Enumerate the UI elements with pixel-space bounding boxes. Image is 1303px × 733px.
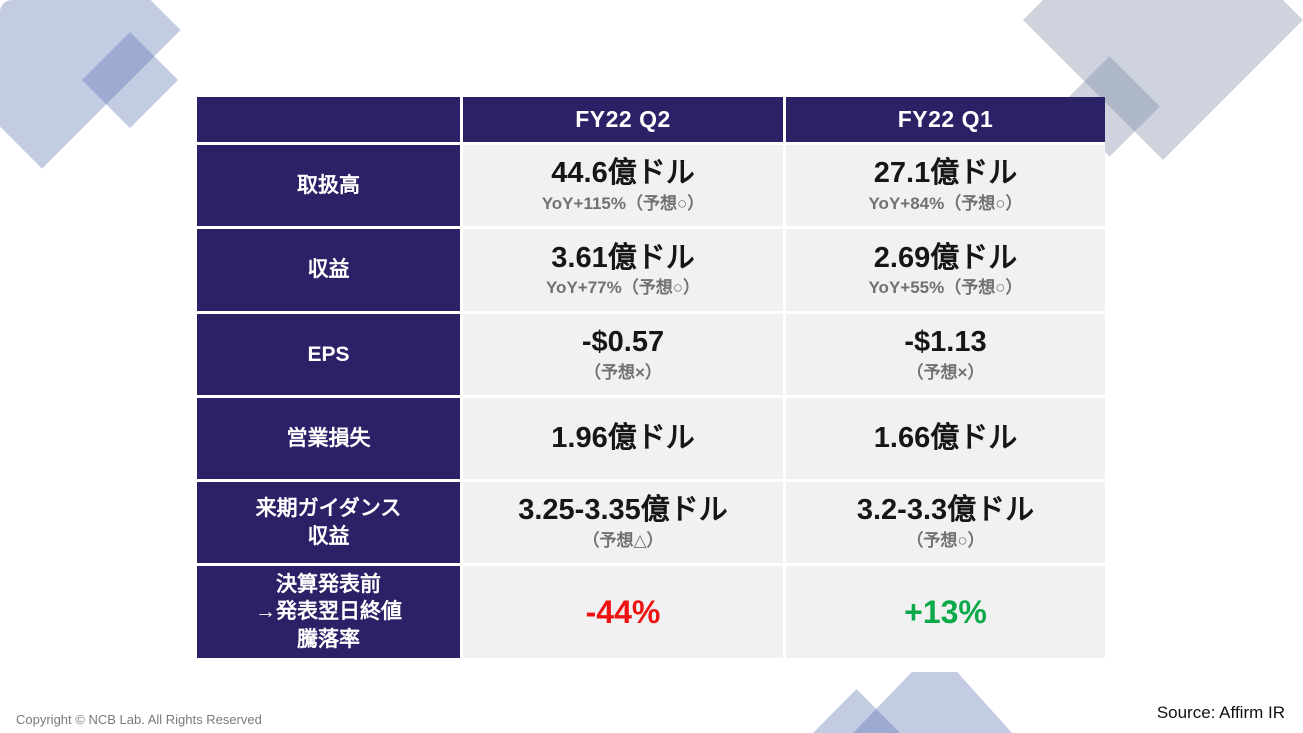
- row-label: 取扱高: [197, 145, 460, 226]
- row-label: EPS: [197, 314, 460, 395]
- data-cell: 27.1億ドル YoY+84%（予想○）: [786, 145, 1105, 226]
- value-subtext: （予想△）: [582, 530, 664, 550]
- data-cell: 1.66億ドル: [786, 398, 1105, 479]
- value-main: 2.69億ドル: [873, 241, 1018, 274]
- table-header-fy22-q2: FY22 Q2: [463, 97, 783, 142]
- value-main: -$0.57: [581, 326, 665, 359]
- data-cell: 3.25-3.35億ドル （予想△）: [463, 482, 783, 563]
- value-main: 1.66億ドル: [873, 422, 1018, 455]
- value-main: 44.6億ドル: [551, 157, 695, 190]
- row-label: 決算発表前 →発表翌日終値 騰落率: [197, 566, 460, 658]
- value-main: 3.61億ドル: [551, 241, 695, 274]
- data-cell: -44%: [463, 566, 783, 658]
- value-subtext: YoY+77%（予想○）: [545, 278, 701, 298]
- value-subtext: （予想×）: [584, 362, 662, 382]
- data-cell: -$1.13 （予想×）: [786, 314, 1105, 395]
- data-cell: 3.2-3.3億ドル （予想○）: [786, 482, 1105, 563]
- row-label: 来期ガイダンス 収益: [197, 482, 460, 563]
- value-main: 27.1億ドル: [873, 157, 1018, 190]
- row-label: 収益: [197, 229, 460, 311]
- decorative-diamond-bottom-large: [853, 672, 1012, 733]
- value-main: -$1.13: [904, 326, 987, 359]
- data-cell: 1.96億ドル: [463, 398, 783, 479]
- data-cell: 2.69億ドル YoY+55%（予想○）: [786, 229, 1105, 311]
- table-header-corner: [197, 97, 460, 142]
- copyright-notice: Copyright © NCB Lab. All Rights Reserved: [16, 712, 262, 727]
- value-main: 1.96億ドル: [551, 422, 695, 455]
- value-subtext: YoY+84%（予想○）: [868, 193, 1023, 213]
- value-main: +13%: [904, 593, 987, 630]
- value-main: 3.2-3.3億ドル: [856, 494, 1035, 527]
- data-cell: 3.61億ドル YoY+77%（予想○）: [463, 229, 783, 311]
- financial-results-table: FY22 Q2 FY22 Q1 取扱高 44.6億ドル YoY+115%（予想○） 2…: [197, 97, 1105, 658]
- value-subtext: （予想○）: [906, 530, 985, 550]
- data-cell: +13%: [786, 566, 1105, 658]
- value-subtext: YoY+115%（予想○）: [541, 193, 705, 213]
- row-label: 営業損失: [197, 398, 460, 479]
- value-main: -44%: [585, 593, 661, 630]
- value-subtext: （予想×）: [906, 362, 985, 382]
- value-subtext: YoY+55%（予想○）: [868, 278, 1023, 298]
- source-attribution: Source: Affirm IR: [1156, 703, 1285, 722]
- data-cell: -$0.57 （予想×）: [463, 314, 783, 395]
- table-header-fy22-q1: FY22 Q1: [786, 97, 1105, 142]
- value-main: 3.25-3.35億ドル: [518, 494, 728, 527]
- data-cell: 44.6億ドル YoY+115%（予想○）: [463, 145, 783, 226]
